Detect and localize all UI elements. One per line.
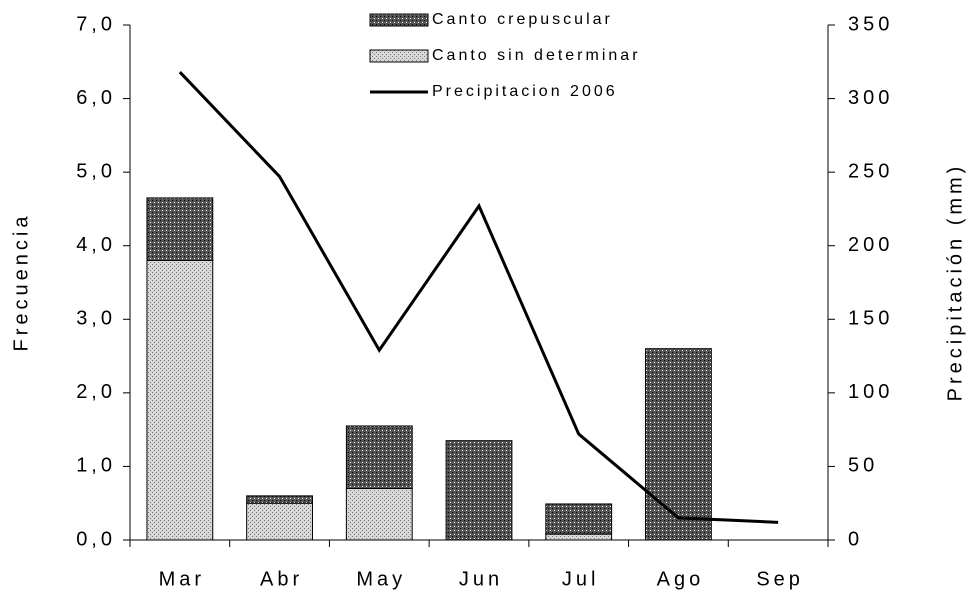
x-tick-label: Abr	[260, 568, 303, 590]
y2-tick-label: 350	[848, 13, 893, 35]
y-tick-label: 5,0	[76, 160, 116, 182]
y-tick-label: 6,0	[76, 87, 116, 109]
y2-tick-label: 50	[848, 455, 878, 477]
x-tick-label: May	[356, 568, 406, 590]
precipitation-line	[178, 71, 779, 524]
bar	[645, 348, 712, 541]
bar	[445, 440, 513, 541]
x-tick-label: Sep	[756, 568, 804, 590]
x-tick-label: Jun	[459, 568, 503, 590]
y-tick-label: 3,0	[76, 308, 116, 330]
y2-tick-label: 250	[848, 160, 893, 182]
y2-tick-label: 200	[848, 234, 893, 256]
bar	[545, 533, 613, 541]
legend-swatch	[369, 13, 429, 27]
y-tick-label: 0,0	[76, 528, 116, 550]
x-tick-label: Jul	[562, 568, 600, 590]
bar	[146, 259, 214, 541]
bar	[246, 502, 313, 541]
y-tick-label: 4,0	[76, 234, 116, 256]
y2-tick-label: 300	[848, 87, 893, 109]
y2-tick-label: 150	[848, 308, 893, 330]
legend-label: Canto crepuscular	[432, 11, 613, 28]
y-tick-label: 2,0	[76, 381, 116, 403]
y-tick-label: 7,0	[76, 13, 116, 35]
y2-tick-label: 0	[848, 528, 863, 550]
bar	[246, 495, 313, 504]
bar	[545, 503, 613, 535]
bar	[345, 488, 413, 541]
x-tick-label: Mar	[159, 568, 205, 590]
legend-label: Precipitacion 2006	[432, 83, 618, 100]
legend-swatch	[369, 49, 429, 63]
bar	[146, 197, 214, 261]
y-axis-title: Frecuencia	[10, 213, 32, 352]
y2-tick-label: 100	[848, 381, 893, 403]
y-tick-label: 1,0	[76, 455, 116, 477]
legend-label: Canto sin determinar	[432, 47, 641, 64]
x-tick-label: Ago	[657, 568, 705, 590]
bar	[345, 425, 413, 490]
y2-axis-title: Precipitación (mm)	[944, 163, 966, 402]
